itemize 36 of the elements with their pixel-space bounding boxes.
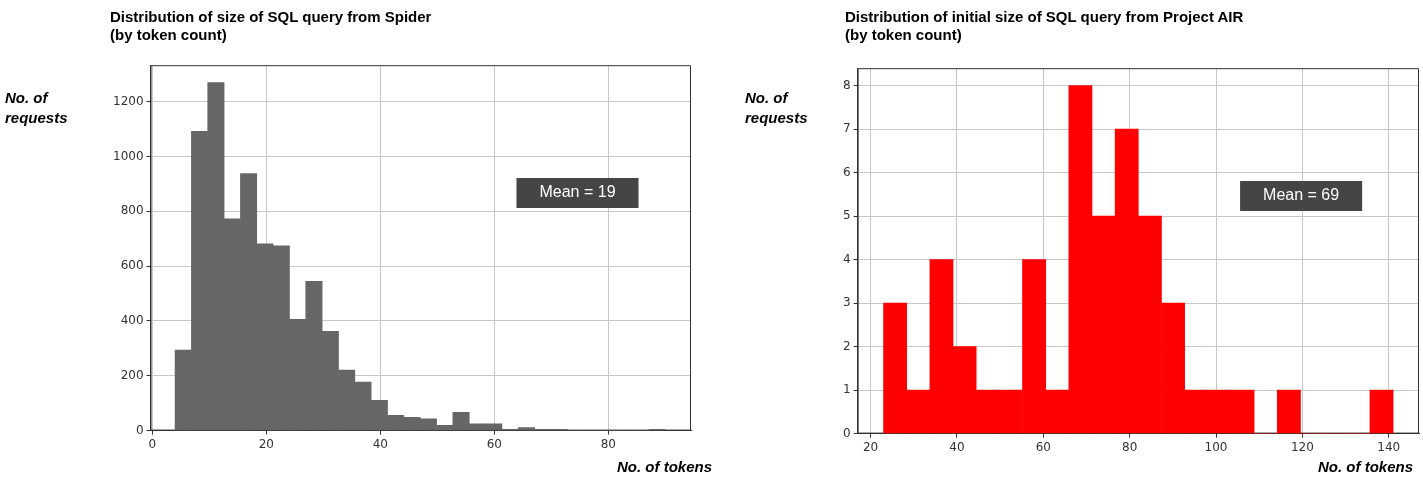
x-tick-label: 60 xyxy=(1035,439,1051,454)
x-tick-label: 40 xyxy=(372,436,388,451)
y-tick-label: 400 xyxy=(120,313,144,328)
x-tick-label: 100 xyxy=(1204,439,1228,454)
x-tick-label: 140 xyxy=(1377,439,1401,454)
annotation: Mean = 69 xyxy=(1263,186,1340,204)
chart-title: Distribution of initial size of SQL query from Project AIR (by token count) xyxy=(845,8,1244,44)
y-tick-label: 200 xyxy=(120,367,144,382)
x-tick-label: 120 xyxy=(1290,439,1314,454)
y-tick-label: 600 xyxy=(120,258,144,273)
x-tick-label: 20 xyxy=(862,439,879,454)
annotation: Mean = 19 xyxy=(539,183,616,201)
y-tick-label: 5 xyxy=(842,208,851,223)
y-axis-title: No. of requests xyxy=(5,88,68,128)
x-tick-label: 40 xyxy=(949,439,965,454)
y-axis-title: No. of requests xyxy=(745,88,808,128)
x-axis-title: No. of tokens xyxy=(1317,458,1413,475)
y-tick-label: 8 xyxy=(842,77,851,92)
y-tick-label: 0 xyxy=(135,422,144,437)
y-tick-label: 4 xyxy=(842,251,851,266)
y-tick-label: 1200 xyxy=(112,93,144,108)
y-tick-label: 7 xyxy=(842,121,851,136)
chart-title: Distribution of size of SQL query from Spider (by token count) xyxy=(110,8,432,44)
y-tick-label: 6 xyxy=(842,164,851,179)
y-tick-label: 1000 xyxy=(112,148,144,163)
y-tick-label: 0 xyxy=(842,425,851,440)
x-tick-label: 60 xyxy=(486,436,502,451)
y-tick-label: 2 xyxy=(842,338,851,353)
x-tick-label: 80 xyxy=(1122,439,1138,454)
x-tick-label: 20 xyxy=(258,436,274,451)
y-tick-label: 3 xyxy=(842,295,851,310)
y-tick-label: 800 xyxy=(120,203,144,218)
y-tick-label: 1 xyxy=(842,382,851,397)
x-tick-label: 0 xyxy=(148,436,157,451)
x-axis-title: No. of tokens xyxy=(616,458,712,475)
x-tick-label: 80 xyxy=(600,436,616,451)
